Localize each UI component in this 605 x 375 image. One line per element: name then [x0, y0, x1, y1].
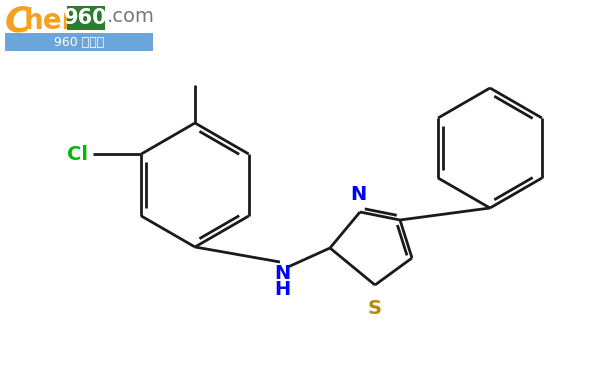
Text: N: N — [350, 185, 366, 204]
Text: H: H — [274, 280, 290, 299]
Text: S: S — [368, 299, 382, 318]
Text: N: N — [274, 264, 290, 283]
Text: .com: .com — [107, 7, 155, 26]
FancyBboxPatch shape — [67, 6, 105, 30]
Text: C: C — [5, 5, 31, 39]
Text: 960 化工网: 960 化工网 — [54, 36, 104, 48]
Text: hem: hem — [24, 7, 91, 35]
FancyBboxPatch shape — [5, 33, 153, 51]
Text: Cl: Cl — [67, 144, 88, 164]
Text: 960: 960 — [64, 8, 108, 28]
